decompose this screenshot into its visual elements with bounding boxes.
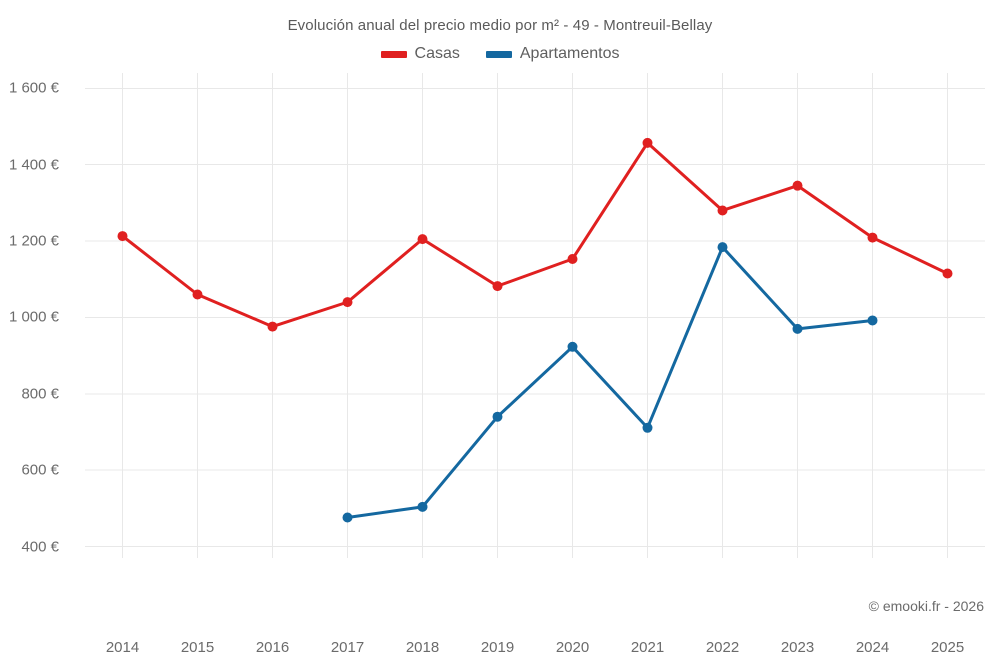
footer-credit: © emooki.fr - 2026 xyxy=(868,598,984,614)
data-point[interactable] xyxy=(717,205,728,216)
plot-svg xyxy=(85,73,985,558)
data-point[interactable] xyxy=(642,422,653,433)
data-point[interactable] xyxy=(567,253,578,264)
legend-swatch-casas xyxy=(380,50,407,58)
x-axis-tick-label: 2025 xyxy=(930,639,965,656)
x-axis-tick-label: 2019 xyxy=(480,639,515,656)
chart-title: Evolución anual del precio medio por m² … xyxy=(287,17,713,34)
data-point[interactable] xyxy=(867,315,878,326)
x-axis-tick-label: 2021 xyxy=(630,639,665,656)
chart-container: Evolución anual del precio medio por m² … xyxy=(0,17,1000,656)
x-axis-tick-label: 2016 xyxy=(255,639,290,656)
data-point[interactable] xyxy=(942,268,953,279)
y-axis-tick-label: 800 € xyxy=(21,385,59,403)
y-axis-tick-label: 600 € xyxy=(21,461,59,479)
data-point[interactable] xyxy=(492,281,503,292)
x-axis-tick-label: 2022 xyxy=(705,639,740,656)
data-point[interactable] xyxy=(342,297,353,308)
data-point[interactable] xyxy=(417,501,428,512)
plot-area: 400 € 600 € 800 € 1 000 € 1 200 € 1 400 € 1 60… xyxy=(9,73,985,656)
data-point[interactable] xyxy=(792,180,803,191)
data-point[interactable] xyxy=(192,289,203,300)
x-axis-tick-label: 2015 xyxy=(180,639,215,656)
data-point[interactable] xyxy=(117,231,128,242)
x-axis-tick-label: 2018 xyxy=(405,639,440,656)
y-axis-tick-label: 1 600 € xyxy=(8,79,59,97)
data-points xyxy=(117,137,953,523)
x-axis-tick-label: 2014 xyxy=(105,639,140,656)
legend-item-casas[interactable]: Casas xyxy=(380,45,460,63)
legend-label-apartamentos: Apartamentos xyxy=(519,45,620,62)
x-axis-tick-label: 2024 xyxy=(855,639,890,656)
data-point[interactable] xyxy=(642,137,653,148)
data-point[interactable] xyxy=(567,341,578,352)
y-axis-tick-label: 1 200 € xyxy=(8,232,59,250)
data-point[interactable] xyxy=(417,234,428,245)
legend-label-casas: Casas xyxy=(414,45,460,62)
x-axis-tick-label: 2017 xyxy=(330,639,365,656)
data-point[interactable] xyxy=(492,411,503,422)
y-axis-tick-label: 1 400 € xyxy=(8,156,59,174)
data-point[interactable] xyxy=(867,232,878,243)
data-point[interactable] xyxy=(267,321,278,332)
data-point[interactable] xyxy=(342,512,353,523)
y-axis-tick-label: 400 € xyxy=(21,538,59,556)
y-axis-tick-label: 1 000 € xyxy=(8,308,59,326)
chart-legend: Casas Apartamentos xyxy=(0,45,1000,63)
series-line-casas xyxy=(121,141,949,329)
data-point[interactable] xyxy=(792,323,803,334)
series-line-apartamentos xyxy=(346,245,874,520)
x-axis-tick-label: 2023 xyxy=(780,639,815,656)
legend-item-apartamentos[interactable]: Apartamentos xyxy=(485,45,620,63)
data-series xyxy=(121,141,949,520)
legend-swatch-apartamentos xyxy=(485,50,512,58)
gridlines xyxy=(85,73,985,558)
x-axis-tick-label: 2020 xyxy=(555,639,590,656)
data-point[interactable] xyxy=(717,242,728,253)
